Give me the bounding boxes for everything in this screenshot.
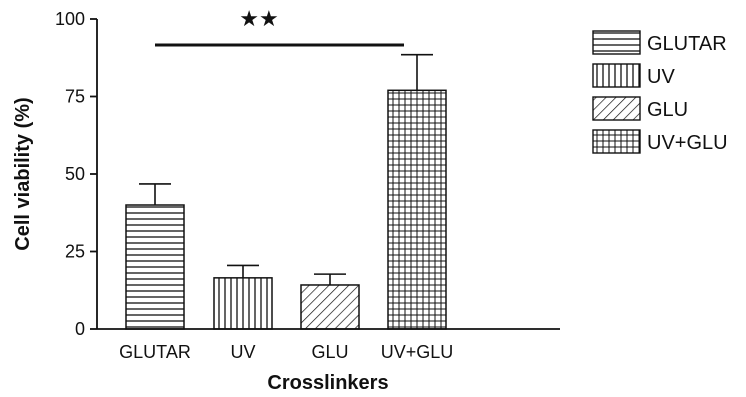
legend-label: GLUTAR: [647, 33, 727, 55]
legend-label: UV: [647, 66, 675, 88]
bar-uv: [213, 277, 273, 330]
y-tick-label: 100: [55, 9, 85, 29]
x-tick-label: GLUTAR: [119, 342, 191, 362]
y-tick-label: 50: [65, 164, 85, 184]
error-bars: [139, 53, 433, 285]
legend: GLUTAR UV GLU UV+GLU: [592, 30, 728, 154]
y-axis: 0 25 50 75 100: [55, 9, 98, 339]
bar-uv-glu: [387, 89, 447, 330]
bar-glu: [300, 284, 360, 330]
y-tick-label: 25: [65, 242, 85, 262]
y-ticks: 0 25 50 75 100: [55, 9, 97, 339]
legend-label: GLU: [647, 99, 688, 121]
significance-annotation: ★★: [155, 7, 404, 47]
x-tick-label: GLU: [311, 342, 348, 362]
legend-swatch: [592, 63, 641, 88]
x-tick-label: UV+GLU: [381, 342, 454, 362]
bar-glutar: [125, 204, 185, 330]
y-tick-label: 75: [65, 87, 85, 107]
legend-swatch: [592, 30, 641, 55]
legend-swatch: [592, 96, 641, 121]
x-tick-label: UV: [230, 342, 255, 362]
y-tick-label: 0: [75, 319, 85, 339]
significance-stars: ★★: [239, 7, 278, 32]
x-tick-labels: GLUTAR UV GLU UV+GLU: [119, 342, 453, 362]
legend-label: UV+GLU: [647, 132, 728, 154]
bars: [125, 89, 447, 330]
legend-swatch: [592, 129, 641, 154]
y-axis-title: Cell viability (%): [12, 97, 34, 250]
x-axis-title: Crosslinkers: [267, 372, 388, 394]
